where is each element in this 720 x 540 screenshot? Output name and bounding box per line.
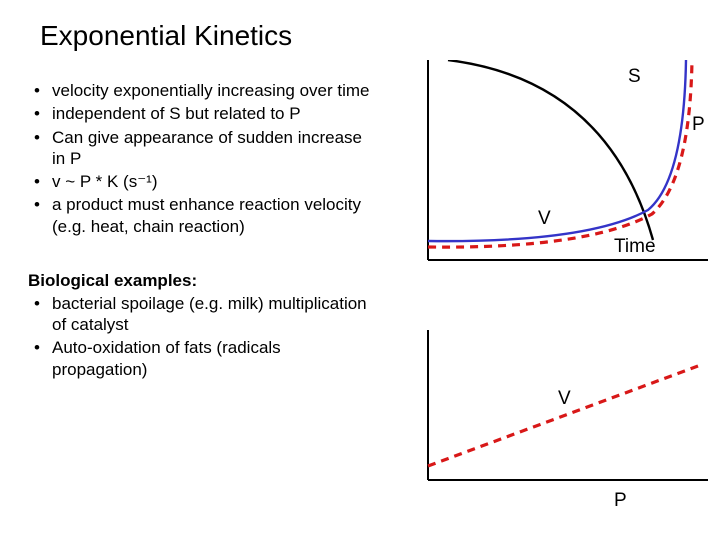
bullet-item: bacterial spoilage (e.g. milk) multiplic… bbox=[28, 293, 378, 336]
bullet-item: v ~ P * K (s⁻¹) bbox=[28, 171, 378, 192]
top-kinetics-chart: S P V Time bbox=[408, 60, 708, 290]
bottom-chart-svg bbox=[408, 330, 708, 510]
bullet-item: Can give appearance of sudden increase i… bbox=[28, 127, 378, 170]
charts-column: S P V Time V P bbox=[388, 80, 692, 382]
top-chart-svg bbox=[408, 60, 708, 290]
label-time: Time bbox=[614, 236, 656, 258]
bullet-item: Auto-oxidation of fats (radicals propaga… bbox=[28, 337, 378, 380]
section-header: Biological examples: bbox=[28, 271, 378, 291]
text-column: velocity exponentially increasing over t… bbox=[28, 80, 378, 382]
bullet-item: a product must enhance reaction velocity… bbox=[28, 194, 378, 237]
main-bullets: velocity exponentially increasing over t… bbox=[28, 80, 378, 237]
bullet-item: velocity exponentially increasing over t… bbox=[28, 80, 378, 101]
bottom-linear-chart: V P bbox=[408, 330, 708, 510]
bullet-item: independent of S but related to P bbox=[28, 103, 378, 124]
label-v2: V bbox=[558, 388, 571, 410]
bio-bullets: bacterial spoilage (e.g. milk) multiplic… bbox=[28, 293, 378, 380]
label-v: V bbox=[538, 208, 551, 230]
page-title: Exponential Kinetics bbox=[40, 20, 692, 52]
label-p: P bbox=[692, 114, 705, 136]
label-s: S bbox=[628, 66, 641, 88]
content-row: velocity exponentially increasing over t… bbox=[28, 80, 692, 382]
label-p2: P bbox=[614, 490, 627, 512]
